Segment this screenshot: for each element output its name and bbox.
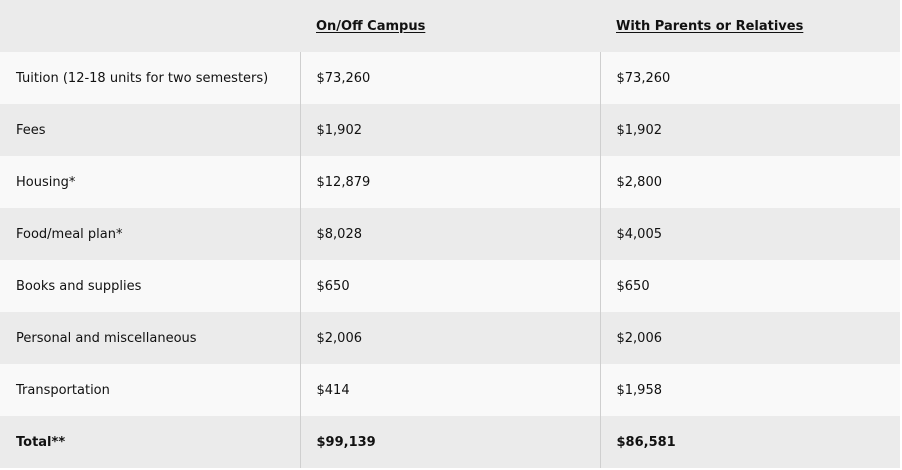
total-with-parents-value: $86,581	[599, 416, 900, 468]
on-off-campus-value: $414	[299, 364, 600, 416]
row-label: Food/meal plan*	[0, 208, 300, 260]
on-off-campus-value: $8,028	[299, 208, 600, 260]
row-label: Fees	[0, 104, 300, 156]
header-blank	[0, 0, 300, 52]
with-parents-value: $2,800	[599, 156, 900, 208]
on-off-campus-value: $12,879	[299, 156, 600, 208]
on-off-campus-value: $2,006	[299, 312, 600, 364]
table-header-row: On/Off Campus With Parents or Relatives	[0, 0, 900, 52]
on-off-campus-value: $1,902	[299, 104, 600, 156]
total-label: Total**	[0, 416, 300, 468]
row-label: Housing*	[0, 156, 300, 208]
table-row: Tuition (12-18 units for two semesters) …	[0, 52, 900, 104]
header-with-parents: With Parents or Relatives	[600, 0, 900, 52]
row-label: Personal and miscellaneous	[0, 312, 300, 364]
table-row: Transportation $414 $1,958	[0, 364, 900, 416]
total-on-off-campus-value: $99,139	[299, 416, 600, 468]
row-label: Books and supplies	[0, 260, 300, 312]
total-row: Total** $99,139 $86,581	[0, 416, 900, 468]
with-parents-value: $73,260	[599, 52, 900, 104]
with-parents-value: $650	[599, 260, 900, 312]
on-off-campus-value: $73,260	[299, 52, 600, 104]
row-label: Transportation	[0, 364, 300, 416]
table-row: Food/meal plan* $8,028 $4,005	[0, 208, 900, 260]
on-off-campus-value: $650	[299, 260, 600, 312]
with-parents-value: $4,005	[599, 208, 900, 260]
header-on-off-campus: On/Off Campus	[300, 0, 600, 52]
table-row: Housing* $12,879 $2,800	[0, 156, 900, 208]
table-row: Personal and miscellaneous $2,006 $2,006	[0, 312, 900, 364]
table-row: Books and supplies $650 $650	[0, 260, 900, 312]
table-row: Fees $1,902 $1,902	[0, 104, 900, 156]
row-label: Tuition (12-18 units for two semesters)	[0, 52, 300, 104]
header-on-off-campus-label: On/Off Campus	[316, 18, 426, 34]
with-parents-value: $1,902	[599, 104, 900, 156]
header-with-parents-label: With Parents or Relatives	[616, 18, 804, 34]
with-parents-value: $1,958	[599, 364, 900, 416]
with-parents-value: $2,006	[599, 312, 900, 364]
